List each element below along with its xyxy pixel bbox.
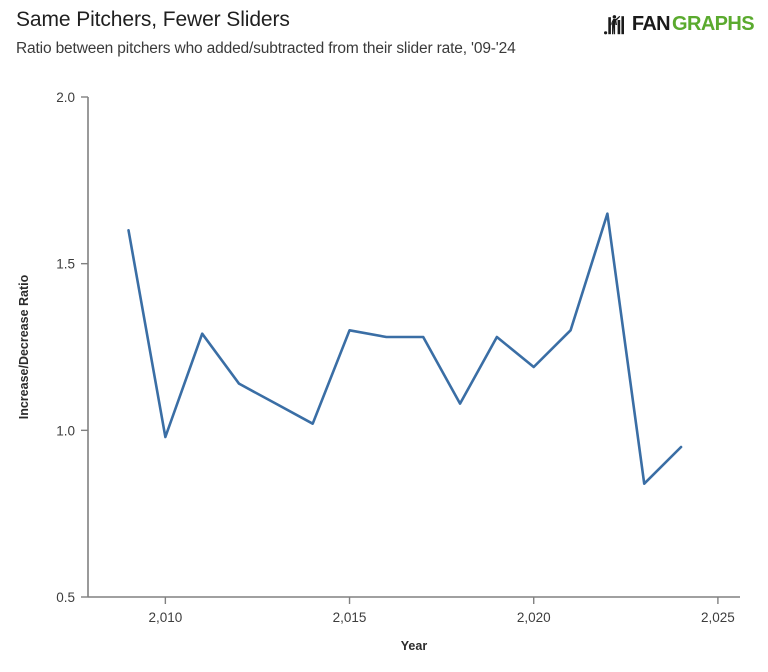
logo-text-graphs: GRAPHS	[672, 13, 755, 35]
x-tick-label: 2,010	[148, 610, 182, 625]
y-axis-ticks: 0.5 1.0 1.5 2.0	[56, 90, 88, 605]
line-chart: 0.5 1.0 1.5 2.0 2,010 2,015 2,020 2,025 Year I…	[17, 90, 740, 653]
chart-plot-area: 0.5 1.0 1.5 2.0 2,010 2,015 2,020 2,025 Year I…	[0, 72, 768, 672]
chart-subtitle: Ratio between pitchers who added/subtrac…	[16, 40, 516, 57]
y-axis-title: Increase/Decrease Ratio	[17, 274, 31, 419]
y-tick-label: 0.5	[56, 590, 75, 605]
x-tick-label: 2,015	[333, 610, 367, 625]
page-title: Same Pitchers, Fewer Sliders	[16, 8, 290, 31]
x-axis-title: Year	[401, 639, 428, 653]
y-tick-label: 1.0	[56, 423, 75, 438]
logo-text-fan: FAN	[631, 13, 671, 35]
x-tick-label: 2,020	[517, 610, 551, 625]
x-axis-ticks: 2,010 2,015 2,020 2,025	[148, 597, 735, 625]
fangraphs-batter-icon	[603, 14, 624, 34]
x-tick-label: 2,025	[701, 610, 735, 625]
y-tick-label: 1.5	[56, 257, 75, 272]
chart-header: Same Pitchers, Fewer Sliders Ratio betwe…	[0, 0, 768, 72]
y-tick-label: 2.0	[56, 90, 75, 105]
data-series-line	[127, 212, 683, 485]
fangraphs-logo[interactable]: FAN GRAPHS	[603, 13, 755, 35]
